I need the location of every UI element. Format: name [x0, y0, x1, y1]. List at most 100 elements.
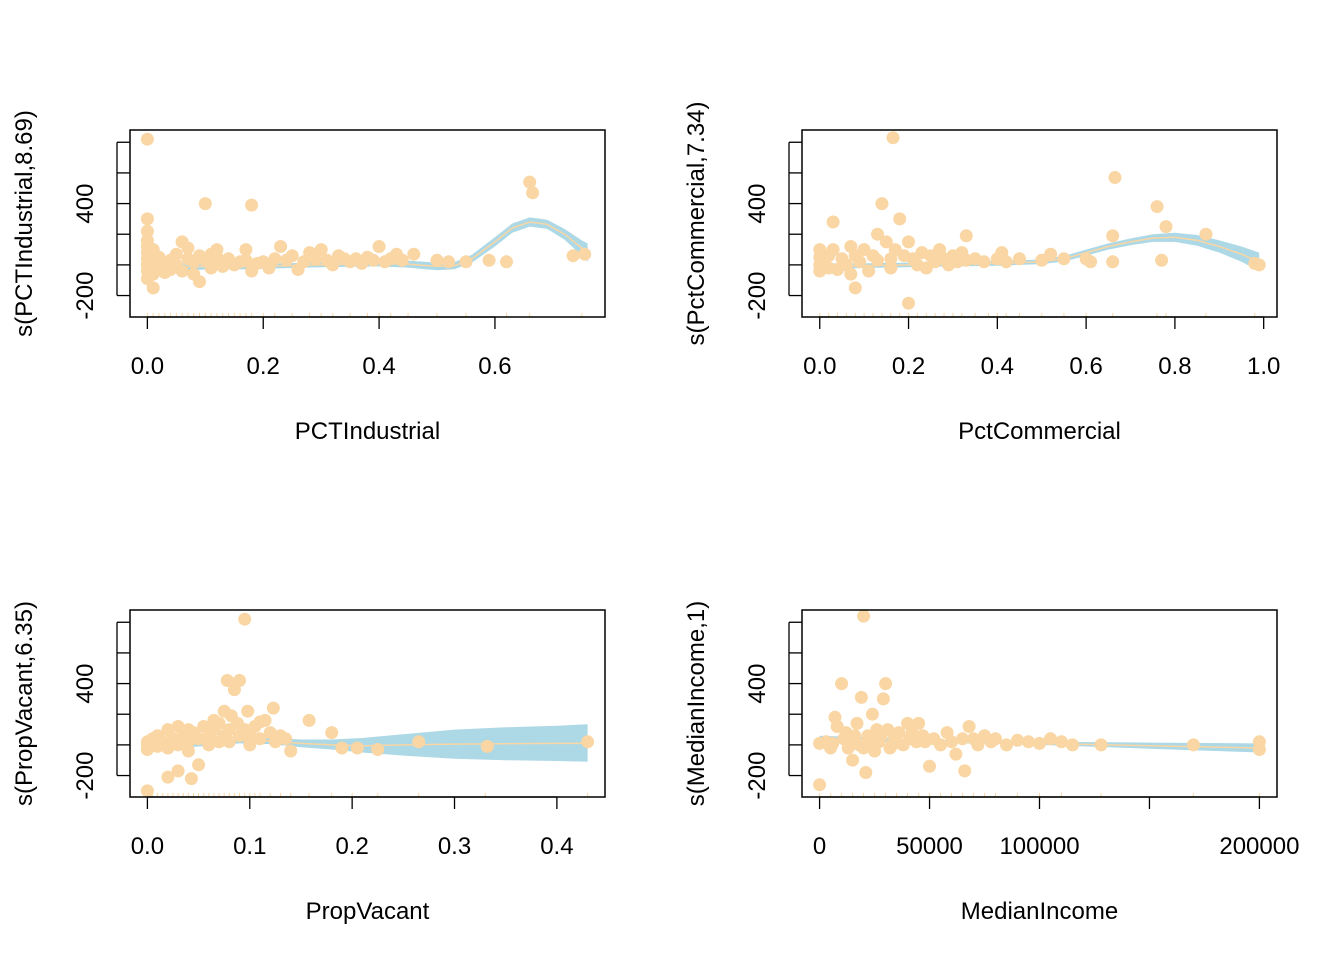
data-point — [956, 732, 969, 746]
y-axis: -200 400 — [72, 141, 130, 320]
data-point — [184, 772, 198, 786]
data-point — [1000, 738, 1013, 752]
data-point — [480, 739, 494, 753]
data-point — [253, 732, 267, 746]
data-point — [523, 175, 537, 189]
data-point — [1159, 220, 1173, 234]
data-point — [1252, 743, 1266, 756]
plot-area — [140, 612, 595, 797]
data-point — [314, 243, 328, 257]
y-tick-label: -200 — [744, 272, 771, 320]
data-point — [284, 744, 298, 758]
y-axis-title: s(PCTIndustrial,8.69) — [11, 110, 38, 337]
data-point — [169, 247, 183, 261]
data-point — [949, 747, 963, 761]
data-point — [204, 261, 218, 275]
data-point — [239, 243, 253, 257]
confidence-band — [147, 724, 588, 762]
data-point — [430, 253, 444, 267]
x-axis-title: MedianIncome — [961, 898, 1118, 925]
panel-1: 0.0 0.2 0.4 0.6 -200 400 PCTIndustrial s(PCTInd… — [11, 110, 606, 445]
x-tick-label: 100000 — [999, 833, 1079, 860]
data-point — [285, 249, 299, 263]
data-point — [959, 229, 973, 243]
data-point — [181, 744, 195, 758]
data-point — [140, 224, 154, 238]
data-point — [442, 255, 456, 269]
data-point — [268, 252, 282, 266]
data-point — [171, 764, 185, 778]
x-tick-label: 0.3 — [438, 833, 471, 860]
data-point — [412, 735, 426, 749]
data-point — [258, 713, 272, 727]
data-point — [238, 612, 252, 626]
data-point — [239, 253, 253, 267]
data-point — [857, 610, 871, 623]
y-tick-label: 400 — [744, 184, 771, 224]
data-point — [1057, 252, 1071, 266]
x-axis-title: PropVacant — [306, 898, 430, 925]
data-point — [140, 743, 154, 756]
data-point — [1186, 738, 1200, 752]
y-axis: -200 400 — [744, 621, 802, 800]
x-tick-label: 200000 — [1219, 833, 1299, 860]
y-tick-label: 400 — [72, 664, 99, 704]
data-point — [989, 732, 1002, 746]
data-point — [871, 253, 884, 267]
x-tick-label: 1.0 — [1247, 353, 1280, 380]
data-point — [325, 726, 339, 740]
data-point — [140, 784, 154, 797]
data-point — [335, 741, 349, 755]
data-point — [1094, 738, 1108, 752]
x-tick-label: 0 — [813, 833, 826, 860]
data-point — [274, 240, 288, 253]
confidence-band — [819, 232, 1260, 271]
data-point — [210, 243, 224, 257]
data-point — [407, 247, 421, 261]
data-point — [893, 212, 907, 226]
data-point — [879, 235, 893, 249]
data-point — [879, 677, 893, 691]
data-point — [193, 275, 206, 289]
data-point — [884, 261, 898, 275]
data-point — [222, 735, 236, 749]
data-point — [826, 736, 840, 750]
data-point — [1106, 229, 1120, 243]
data-point — [350, 741, 364, 755]
x-tick-label: 0.2 — [335, 833, 368, 860]
x-tick-label: 0.1 — [233, 833, 266, 860]
data-point — [1199, 227, 1213, 241]
x-axis-title: PctCommercial — [958, 418, 1121, 445]
data-point — [1252, 258, 1266, 272]
data-point — [1066, 738, 1079, 752]
x-axis: 0.0 0.2 0.4 0.6 — [131, 316, 512, 380]
data-point — [1106, 255, 1120, 269]
data-point — [140, 212, 154, 226]
y-axis-title: s(PropVacant,6.35) — [11, 601, 38, 806]
data-point — [233, 674, 246, 687]
x-tick-label: 0.4 — [540, 833, 573, 860]
y-axis: -200 400 — [72, 621, 130, 800]
y-tick-label: -200 — [72, 272, 99, 320]
data-point — [192, 732, 206, 746]
data-point — [859, 766, 873, 779]
data-point — [862, 264, 876, 278]
x-tick-label: 0.2 — [247, 353, 280, 380]
x-tick-label: 0.2 — [892, 353, 925, 380]
data-point — [902, 296, 915, 310]
data-point — [371, 743, 385, 756]
x-tick-label: 0.8 — [1158, 353, 1191, 380]
data-point — [459, 255, 473, 269]
data-point — [146, 281, 160, 295]
data-point — [844, 267, 858, 281]
data-point — [945, 735, 958, 749]
data-point — [578, 247, 592, 261]
data-point — [835, 677, 849, 691]
data-point — [500, 255, 513, 269]
data-point — [1011, 733, 1024, 747]
data-point — [1022, 735, 1035, 749]
data-point — [220, 674, 234, 687]
data-point — [395, 253, 409, 267]
x-tick-label: 0.4 — [362, 353, 395, 380]
